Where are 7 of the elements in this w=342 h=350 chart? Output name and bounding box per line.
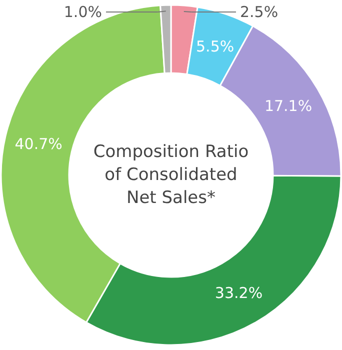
data-label: 2.5% — [240, 3, 278, 21]
data-label: 5.5% — [196, 37, 234, 56]
data-label: 1.0% — [64, 3, 102, 21]
data-label: 40.7% — [14, 135, 62, 154]
data-label: 17.1% — [264, 97, 312, 116]
data-label: 33.2% — [214, 284, 263, 302]
text: Composition Ratio of Consolidated Net Sales* — [93, 142, 249, 208]
